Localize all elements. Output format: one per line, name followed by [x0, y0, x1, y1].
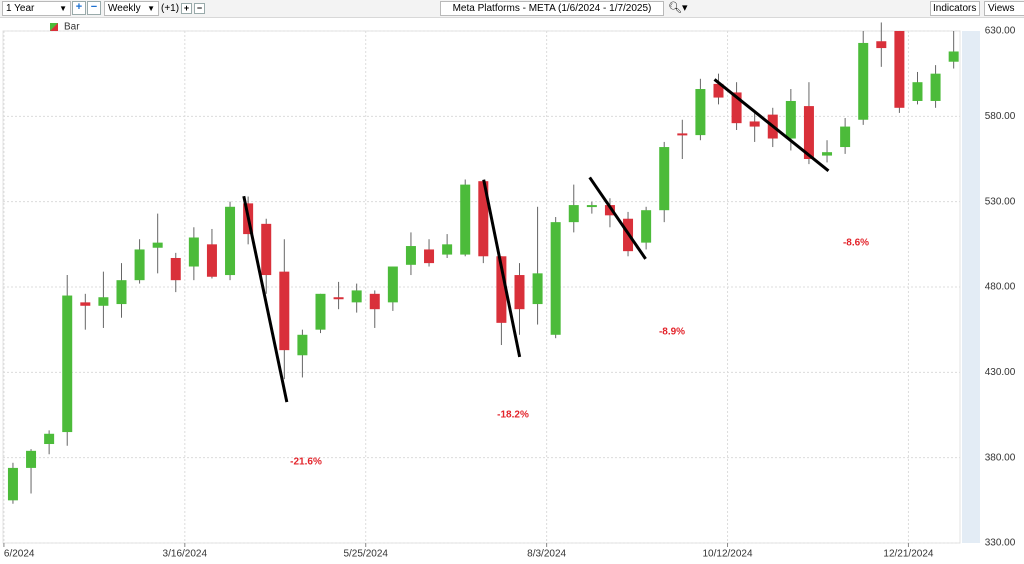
- candle-body: [912, 82, 923, 101]
- chart: 330.00 380.00 430.00 480.00 530.00 580.00 630.…: [2, 22, 1016, 560]
- annotation: -8.9%: [659, 327, 685, 338]
- candle-body: [822, 152, 833, 156]
- x-tick-label: 10/12/2024: [703, 549, 753, 560]
- annotation: -21.6%: [290, 457, 322, 468]
- y-tick-label: 530.00: [985, 196, 1016, 207]
- candle-body: [315, 293, 326, 330]
- scroll-band: [962, 31, 980, 543]
- candle-body: [894, 31, 905, 108]
- candle-body: [532, 273, 543, 305]
- annotation: -18.2%: [497, 410, 529, 421]
- candle-body: [80, 302, 91, 306]
- trend-line: [482, 179, 522, 358]
- search-icon[interactable]: 🔍︎▾: [668, 2, 688, 14]
- candle-body: [803, 106, 814, 159]
- candle-body: [478, 181, 489, 257]
- legend-swatch-down: [50, 23, 58, 31]
- candle-body: [713, 83, 724, 98]
- symbol-title: Meta Platforms - META (1/6/2024 - 1/7/20…: [452, 3, 652, 14]
- candle-body: [225, 206, 236, 276]
- y-tick-label: 330.00: [985, 538, 1016, 549]
- views-button[interactable]: Views: [984, 1, 1024, 16]
- views-text: Views: [988, 3, 1015, 14]
- candle-body: [442, 244, 453, 255]
- zoom-in[interactable]: +: [72, 1, 86, 15]
- trend-line: [242, 195, 289, 403]
- candle-body: [876, 41, 887, 49]
- candle-body: [948, 51, 959, 62]
- y-tick-label: 430.00: [985, 367, 1016, 378]
- annotation: -8.6%: [843, 238, 869, 249]
- toolbar: 1 Year ▼ + − Weekly ▼ (+1) + − Meta Platfo…: [0, 0, 1024, 18]
- offset-plus[interactable]: +: [181, 3, 192, 14]
- candle-body: [930, 73, 941, 101]
- y-tick-label: 580.00: [985, 111, 1016, 122]
- candle-body: [604, 205, 615, 216]
- candle-body: [369, 293, 380, 310]
- indicators-button[interactable]: Indicators: [930, 1, 980, 16]
- candle-body: [568, 205, 579, 223]
- candle-body: [333, 297, 344, 300]
- x-tick-label: 3/16/2024: [163, 549, 208, 560]
- candle-body: [188, 237, 199, 267]
- zoom-out[interactable]: −: [87, 1, 101, 15]
- y-tick-label: 630.00: [985, 26, 1016, 37]
- indicators-text: Indicators: [933, 3, 977, 14]
- candle-body: [840, 126, 851, 148]
- candle-body: [514, 275, 525, 310]
- y-tick-label: 380.00: [985, 452, 1016, 463]
- offset-minus[interactable]: −: [194, 3, 205, 14]
- offset-text: (+1): [161, 3, 180, 14]
- candle-body: [116, 280, 127, 305]
- candle-body: [261, 223, 272, 276]
- candle-body: [62, 295, 73, 433]
- candle-body: [641, 210, 652, 243]
- candle-body: [785, 100, 796, 139]
- interval-select[interactable]: Weekly ▼: [104, 1, 159, 16]
- candle-body: [44, 433, 55, 445]
- candle-body: [496, 256, 507, 323]
- interval-text: Weekly: [108, 3, 141, 14]
- candle-body: [695, 89, 706, 136]
- candle-body: [749, 121, 760, 127]
- trend-line: [588, 176, 647, 260]
- symbol-box[interactable]: Meta Platforms - META (1/6/2024 - 1/7/20…: [440, 1, 664, 16]
- candle-body: [152, 242, 163, 248]
- candle-body: [297, 334, 308, 356]
- candle-body: [405, 246, 416, 265]
- candle-body: [206, 244, 217, 277]
- candle-body: [387, 266, 398, 303]
- candle-body: [170, 257, 181, 281]
- period-select[interactable]: 1 Year ▼: [2, 1, 71, 16]
- candle-body: [731, 92, 742, 124]
- candle-body: [586, 205, 597, 208]
- candle-body: [460, 184, 471, 255]
- candle-body: [134, 249, 145, 281]
- candle-body: [659, 147, 670, 211]
- legend-label: Bar: [64, 22, 80, 33]
- candle-body: [279, 271, 290, 351]
- candle-body: [858, 42, 869, 120]
- x-tick-label: 12/21/2024: [883, 549, 933, 560]
- candle-body: [7, 467, 18, 501]
- candle-body: [550, 222, 561, 335]
- x-tick-label: 5/25/2024: [343, 549, 388, 560]
- candle-body: [424, 249, 435, 264]
- candle-body: [26, 450, 37, 468]
- candle-body: [98, 297, 109, 306]
- candle-body: [351, 290, 362, 303]
- trend-line: [713, 78, 830, 172]
- candle-body: [677, 133, 688, 136]
- x-tick-label: 6/2024: [4, 549, 35, 560]
- y-tick-label: 480.00: [985, 282, 1016, 293]
- x-tick-label: 8/3/2024: [527, 549, 566, 560]
- period-text: 1 Year: [6, 3, 35, 14]
